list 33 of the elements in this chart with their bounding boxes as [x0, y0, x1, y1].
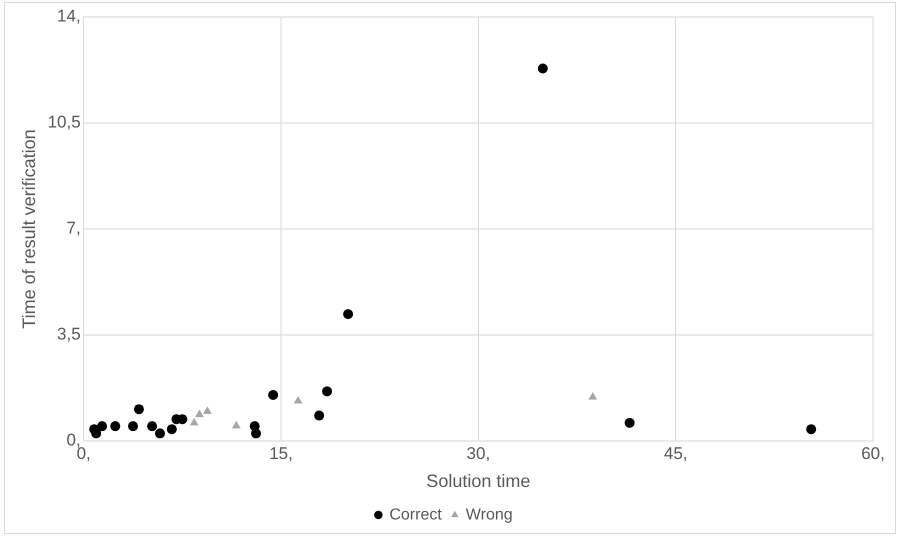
y-tick-label: 3,5 [57, 324, 81, 344]
point [251, 428, 262, 438]
point [134, 404, 144, 414]
legend-label: Wrong [466, 506, 513, 524]
point [268, 390, 278, 400]
point [314, 410, 324, 421]
point [128, 421, 138, 432]
point [806, 424, 816, 434]
x-tick-label: 15, [269, 444, 293, 463]
x-axis-title: Solution time [426, 471, 530, 492]
y-tick-label: 14, [57, 6, 81, 26]
x-tick-label: 60, [861, 444, 885, 463]
x-tick-label: 45, [664, 444, 688, 463]
point [110, 421, 120, 432]
legend-label: Correct [389, 506, 442, 524]
point [322, 386, 332, 396]
y-tick-label: 10,5 [48, 112, 81, 132]
point [147, 421, 158, 432]
x-tick-label: 30, [466, 444, 490, 463]
point [343, 309, 354, 320]
point [232, 420, 241, 428]
point [154, 428, 165, 438]
point [588, 392, 598, 400]
y-axis-title: Time of result verification [18, 129, 39, 329]
point [97, 421, 108, 432]
point [190, 418, 199, 426]
point [294, 396, 302, 404]
point [166, 424, 177, 434]
y-tick-label: 7, [66, 218, 81, 238]
point [624, 418, 635, 428]
point [195, 410, 204, 418]
point [203, 406, 212, 414]
point [538, 63, 548, 74]
